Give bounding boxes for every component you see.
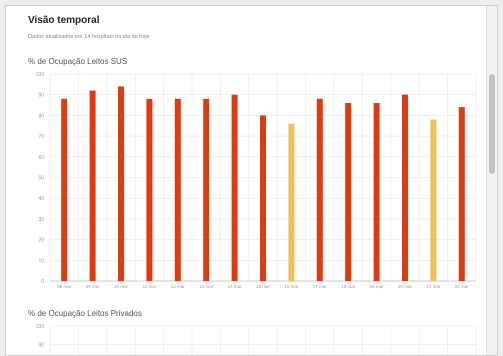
y-tick-label: 40: [38, 196, 44, 202]
bar: [458, 107, 465, 282]
bar: [430, 119, 437, 281]
bar: [146, 98, 153, 281]
y-tick-label: 90: [38, 343, 44, 349]
panel-title: Visão temporal: [28, 15, 100, 26]
x-tick-label: 13 mar: [199, 284, 214, 289]
bar: [231, 94, 238, 281]
bar: [373, 102, 380, 281]
private-chart-title: % de Ocupação Leitos Privados: [28, 309, 142, 318]
bar: [89, 90, 96, 281]
x-tick-label: 10 mar: [114, 284, 129, 289]
private-occupancy-chart: 90 100: [36, 324, 477, 355]
bar: [118, 86, 124, 281]
y-tick-label: 0: [41, 279, 44, 285]
y-tick-label: 20: [38, 238, 44, 244]
x-tick-label: 22 mar: [455, 284, 470, 289]
x-tick-label: 19 mar: [370, 284, 385, 289]
y-tick-label: 100: [36, 324, 45, 330]
y-tick-label: 90: [38, 93, 44, 99]
bar: [288, 123, 295, 282]
x-tick-label: 11 mar: [143, 284, 157, 289]
bar: [402, 94, 408, 281]
y-tick-label: 50: [38, 176, 44, 182]
y-tick-label: 60: [38, 155, 44, 161]
scrollbar-thumb[interactable]: [489, 74, 495, 174]
x-tick-label: 08 mar: [57, 284, 72, 289]
y-tick-label: 10: [38, 258, 44, 264]
x-tick-label: 17 mar: [313, 284, 328, 289]
x-tick-label: 21 mar: [426, 284, 441, 289]
y-tick-label: 100: [36, 72, 45, 78]
sus-occupancy-chart: 0 10 20 30 40 50 60 70 80 90 100 08 mar 09 mar 10 mar…: [36, 72, 477, 289]
bar: [316, 98, 323, 281]
y-tick-label: 70: [38, 134, 44, 140]
bar: [203, 98, 210, 281]
temporal-view-panel: Visão temporal Dados atualizados por 14 …: [5, 5, 498, 356]
y-tick-label: 30: [38, 217, 44, 223]
x-tick-label: 14 mar: [228, 284, 243, 289]
sus-chart-title: % de Ocupação Leitos SUS: [28, 57, 128, 66]
x-tick-label: 09 mar: [86, 284, 101, 289]
x-tick-label: 16 mar: [284, 284, 299, 289]
x-tick-label: 12 mar: [171, 284, 186, 289]
bar: [61, 98, 68, 281]
x-tick-label: 20 mar: [398, 284, 413, 289]
bar: [345, 102, 352, 281]
bar: [260, 115, 266, 282]
bar: [174, 98, 181, 281]
y-tick-label: 80: [38, 113, 44, 119]
x-tick-label: 15 mar: [256, 284, 271, 289]
vertical-scrollbar[interactable]: [486, 6, 497, 355]
x-tick-label: 18 mar: [341, 284, 356, 289]
panel-subtitle: Dados atualizados por 14 hospitais no di…: [28, 34, 150, 40]
